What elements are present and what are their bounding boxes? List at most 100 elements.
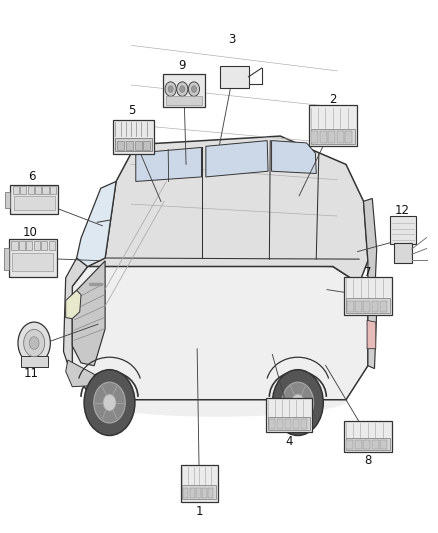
Bar	[35, 187, 41, 193]
Bar	[394, 243, 412, 263]
Bar	[346, 298, 390, 313]
Ellipse shape	[85, 383, 348, 417]
Circle shape	[29, 337, 39, 349]
Bar	[355, 301, 362, 312]
Bar	[10, 185, 58, 214]
Bar	[347, 301, 354, 312]
Text: 3: 3	[229, 33, 236, 46]
Polygon shape	[136, 148, 201, 181]
Polygon shape	[272, 141, 316, 174]
Polygon shape	[206, 141, 268, 177]
Bar	[34, 240, 40, 251]
Bar	[346, 440, 353, 449]
Text: 4: 4	[285, 434, 293, 448]
Bar	[4, 248, 9, 270]
Polygon shape	[72, 261, 105, 366]
Bar	[309, 106, 357, 146]
Bar	[184, 488, 188, 498]
Bar	[196, 488, 201, 498]
Bar	[320, 132, 327, 143]
Bar	[346, 438, 390, 450]
Bar	[344, 421, 392, 452]
Polygon shape	[77, 181, 116, 266]
Bar	[371, 301, 378, 312]
Text: 1: 1	[195, 505, 203, 518]
Polygon shape	[364, 198, 377, 309]
Bar	[21, 356, 48, 367]
Bar	[380, 440, 387, 449]
Bar	[20, 187, 26, 193]
Circle shape	[84, 370, 135, 435]
Bar	[220, 66, 249, 88]
Circle shape	[24, 329, 45, 357]
Bar	[311, 132, 318, 143]
Bar	[372, 440, 379, 449]
Circle shape	[272, 370, 323, 435]
Bar	[266, 398, 312, 432]
Polygon shape	[64, 258, 88, 372]
Bar	[344, 277, 392, 315]
Bar	[311, 128, 355, 144]
Bar	[13, 187, 19, 193]
Bar	[19, 240, 25, 251]
Polygon shape	[368, 289, 377, 368]
Bar	[363, 440, 370, 449]
Bar	[115, 139, 152, 151]
Circle shape	[191, 86, 197, 92]
Bar	[143, 141, 151, 150]
Bar	[11, 240, 18, 251]
Bar	[380, 301, 387, 312]
Bar	[135, 141, 142, 150]
Bar	[5, 192, 10, 208]
Bar	[285, 419, 291, 429]
Bar	[14, 196, 55, 210]
Bar	[345, 132, 352, 143]
Text: 12: 12	[395, 205, 410, 217]
Circle shape	[103, 394, 116, 411]
Bar	[208, 488, 213, 498]
Bar	[328, 132, 335, 143]
Bar	[42, 187, 49, 193]
Bar	[117, 141, 124, 150]
Bar	[202, 488, 207, 498]
Bar	[355, 440, 362, 449]
Circle shape	[18, 322, 50, 364]
Polygon shape	[88, 136, 368, 284]
Text: 6: 6	[28, 171, 35, 183]
Bar	[9, 239, 57, 277]
Polygon shape	[367, 320, 376, 349]
Text: 2: 2	[329, 93, 337, 106]
Circle shape	[94, 382, 125, 423]
Bar	[269, 419, 276, 429]
Circle shape	[165, 82, 176, 96]
Text: 10: 10	[22, 226, 37, 239]
Circle shape	[177, 82, 188, 96]
Circle shape	[168, 86, 173, 92]
Bar	[293, 419, 299, 429]
Bar	[277, 419, 283, 429]
Bar	[50, 187, 56, 193]
Bar	[12, 253, 53, 271]
Text: 11: 11	[24, 367, 39, 379]
Bar	[166, 96, 202, 105]
Bar	[337, 132, 344, 143]
Circle shape	[282, 382, 314, 423]
Bar	[364, 301, 370, 312]
Bar	[49, 240, 55, 251]
Bar	[300, 419, 307, 429]
Bar	[163, 74, 205, 107]
Bar	[126, 141, 133, 150]
Polygon shape	[66, 290, 81, 319]
Bar	[41, 240, 47, 251]
Bar	[180, 465, 218, 502]
Text: 7: 7	[364, 265, 372, 279]
Text: 8: 8	[364, 454, 371, 467]
Bar	[190, 488, 195, 498]
Polygon shape	[66, 360, 94, 387]
Bar	[28, 187, 34, 193]
Bar	[113, 120, 154, 154]
Circle shape	[291, 394, 304, 411]
Circle shape	[180, 86, 185, 92]
Bar	[390, 216, 416, 244]
Text: 9: 9	[178, 59, 186, 72]
